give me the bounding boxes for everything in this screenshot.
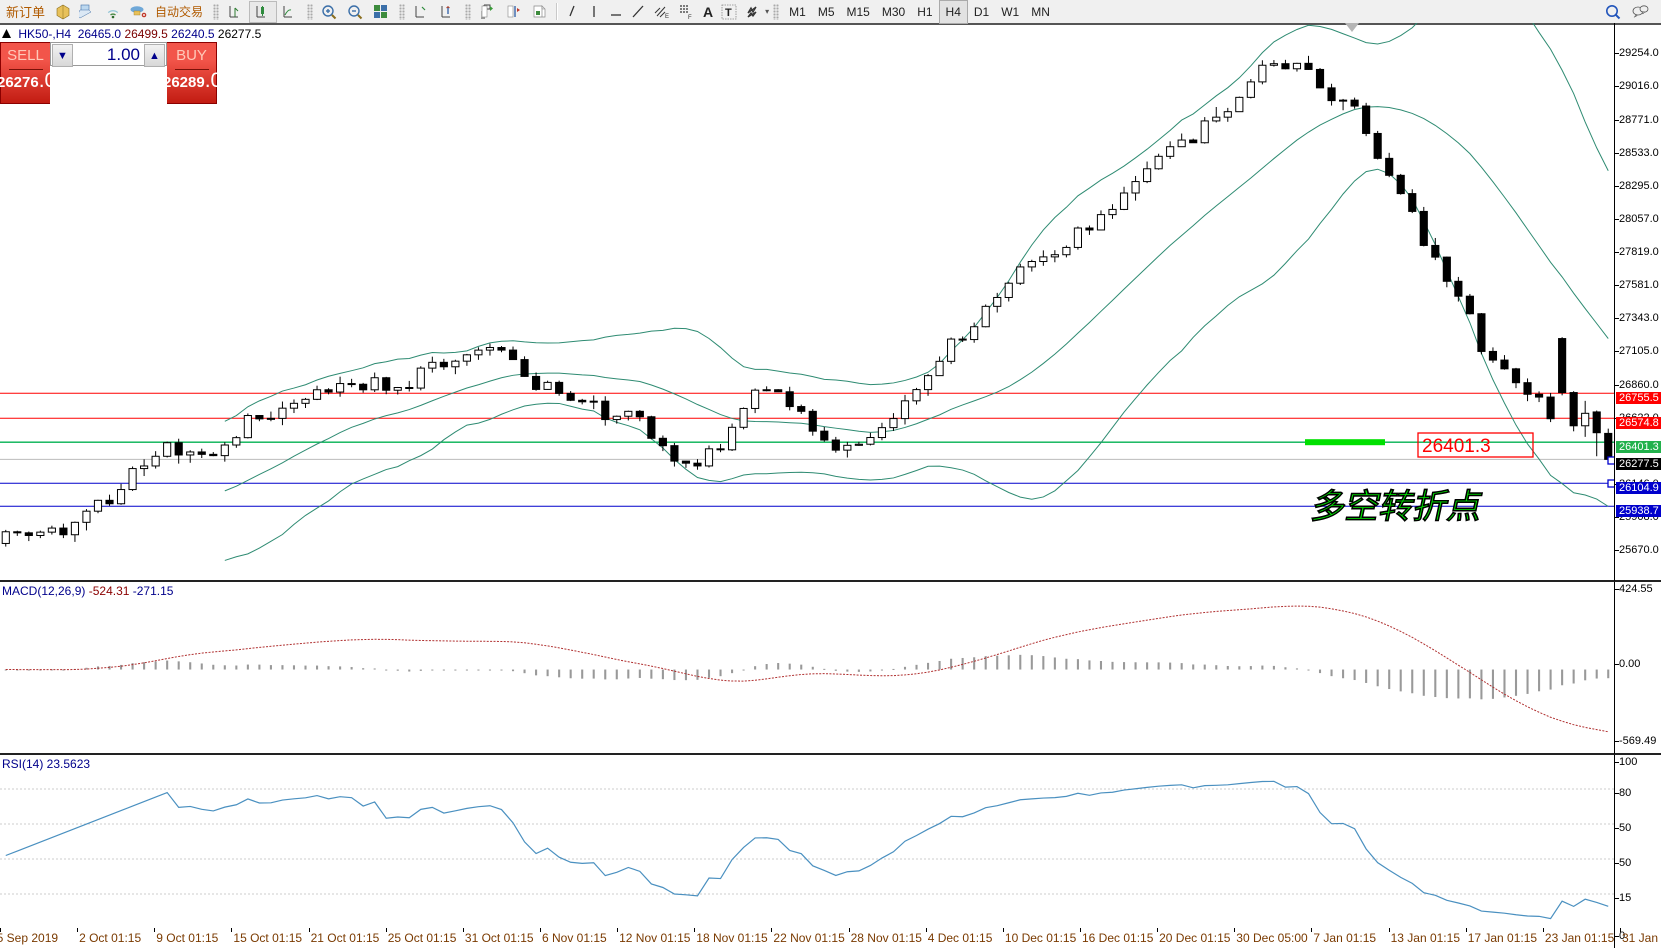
svg-text:多空转折点: 多空转折点 bbox=[1308, 488, 1486, 526]
svg-text:F: F bbox=[688, 15, 692, 20]
svg-text:T: T bbox=[725, 7, 732, 19]
svg-text:E: E bbox=[665, 14, 669, 20]
svg-text:26401.3: 26401.3 bbox=[1422, 436, 1491, 457]
